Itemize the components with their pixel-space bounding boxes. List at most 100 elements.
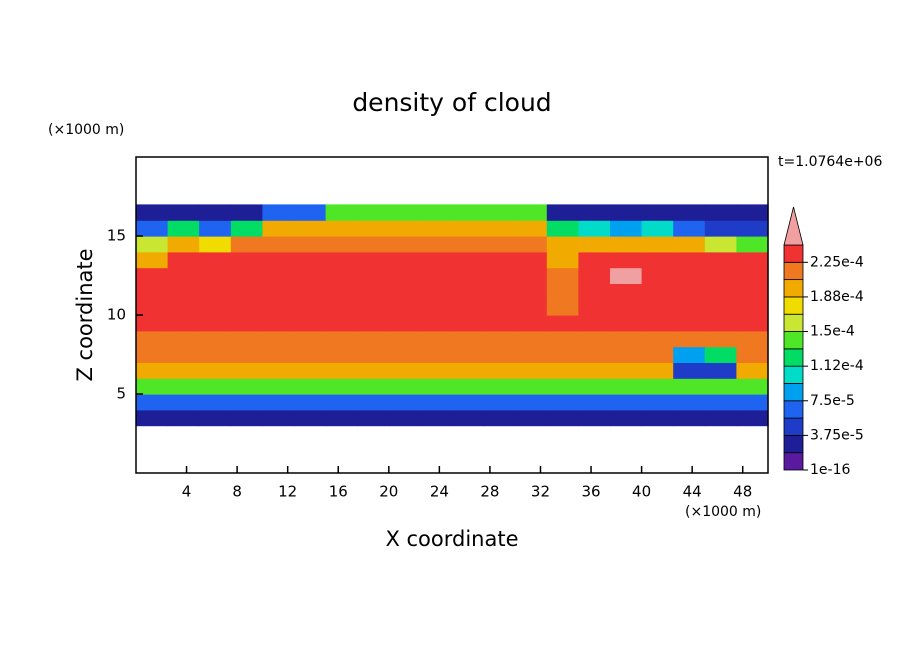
field-cell bbox=[515, 394, 548, 411]
field-cell bbox=[230, 409, 263, 427]
field-cell bbox=[736, 346, 769, 363]
field-cell bbox=[515, 299, 548, 316]
field-cell bbox=[641, 283, 674, 300]
field-cell bbox=[610, 267, 643, 284]
field-cell bbox=[294, 315, 327, 332]
field-cell bbox=[578, 220, 611, 237]
colorbar-band bbox=[783, 279, 804, 298]
colorbar-overflow bbox=[783, 206, 804, 246]
field-cell bbox=[704, 283, 737, 300]
field-cell bbox=[262, 251, 295, 269]
field-cell bbox=[388, 315, 421, 332]
field-cell bbox=[736, 409, 769, 427]
field-cell bbox=[420, 236, 453, 253]
field-cell bbox=[325, 330, 358, 348]
field-cell bbox=[736, 251, 769, 269]
field-cell bbox=[262, 330, 295, 348]
field-cell bbox=[673, 330, 706, 348]
field-cell bbox=[483, 394, 516, 411]
field-cell bbox=[167, 315, 200, 332]
field-cell bbox=[199, 236, 232, 253]
field-cell bbox=[578, 346, 611, 363]
field-cell bbox=[388, 346, 421, 363]
field-cell bbox=[452, 204, 485, 221]
field-cell bbox=[515, 283, 548, 300]
field-cell bbox=[452, 394, 485, 411]
field-cell bbox=[294, 346, 327, 363]
x-tick-label: 24 bbox=[430, 483, 449, 501]
field-cell bbox=[199, 409, 232, 427]
field-cell bbox=[641, 267, 674, 284]
field-cell bbox=[357, 236, 390, 253]
field-cell bbox=[483, 236, 516, 253]
field-cell bbox=[673, 267, 706, 284]
field-cell bbox=[167, 362, 200, 379]
field-cell bbox=[452, 283, 485, 300]
field-cell bbox=[610, 283, 643, 300]
field-cell bbox=[483, 251, 516, 269]
field-cell bbox=[136, 315, 169, 332]
field-cell bbox=[546, 283, 579, 300]
y-unit: (×1000 m) bbox=[48, 122, 124, 138]
field-cell bbox=[136, 283, 169, 300]
field-cell bbox=[230, 204, 263, 221]
field-cell bbox=[325, 204, 358, 221]
field-cell bbox=[294, 236, 327, 253]
field-cell bbox=[610, 251, 643, 269]
field-cell bbox=[673, 283, 706, 300]
field-cell bbox=[230, 378, 263, 395]
colorbar-label: 2.25e-4 bbox=[810, 254, 864, 270]
field-cell bbox=[578, 251, 611, 269]
field-cell bbox=[452, 251, 485, 269]
field-cell bbox=[294, 267, 327, 284]
field-cell bbox=[388, 204, 421, 221]
field-cell bbox=[452, 236, 485, 253]
field-cell bbox=[420, 394, 453, 411]
field-cell bbox=[641, 394, 674, 411]
field-cell bbox=[136, 299, 169, 316]
field-cell bbox=[262, 236, 295, 253]
field-cell bbox=[546, 362, 579, 379]
field-cell bbox=[230, 236, 263, 253]
field-cell bbox=[388, 299, 421, 316]
field-cell bbox=[420, 251, 453, 269]
field-cell bbox=[420, 346, 453, 363]
field-cell bbox=[325, 409, 358, 427]
field-cell bbox=[736, 299, 769, 316]
colorbar-band bbox=[783, 261, 804, 281]
field-cell bbox=[230, 283, 263, 300]
field-cell bbox=[452, 315, 485, 332]
field-cell bbox=[610, 378, 643, 395]
x-tick-label: 16 bbox=[329, 483, 348, 501]
field-cell bbox=[420, 299, 453, 316]
field-cell bbox=[610, 330, 643, 348]
field-cell bbox=[388, 409, 421, 427]
field-cell bbox=[578, 362, 611, 379]
field-cell bbox=[325, 346, 358, 363]
field-cell bbox=[388, 330, 421, 348]
field-cell bbox=[483, 204, 516, 221]
field-cell bbox=[546, 299, 579, 316]
field-cell bbox=[704, 346, 737, 363]
field-cell bbox=[546, 315, 579, 332]
colorbar-label: 1.88e-4 bbox=[810, 289, 864, 305]
field-cell bbox=[167, 378, 200, 395]
field-cell bbox=[483, 330, 516, 348]
field-cell bbox=[199, 220, 232, 237]
field-cell bbox=[452, 362, 485, 379]
field-cell bbox=[704, 330, 737, 348]
field-cell bbox=[546, 394, 579, 411]
field-cell bbox=[673, 251, 706, 269]
field-cell bbox=[167, 409, 200, 427]
field-cell bbox=[357, 299, 390, 316]
field-cell bbox=[230, 251, 263, 269]
field-cell bbox=[167, 267, 200, 284]
field-cell bbox=[483, 220, 516, 237]
field-cell bbox=[167, 283, 200, 300]
field-cell bbox=[673, 299, 706, 316]
colorbar-band bbox=[783, 244, 804, 263]
field-cell bbox=[325, 394, 358, 411]
field-cell bbox=[483, 283, 516, 300]
field-cell bbox=[704, 267, 737, 284]
field-cell bbox=[199, 378, 232, 395]
